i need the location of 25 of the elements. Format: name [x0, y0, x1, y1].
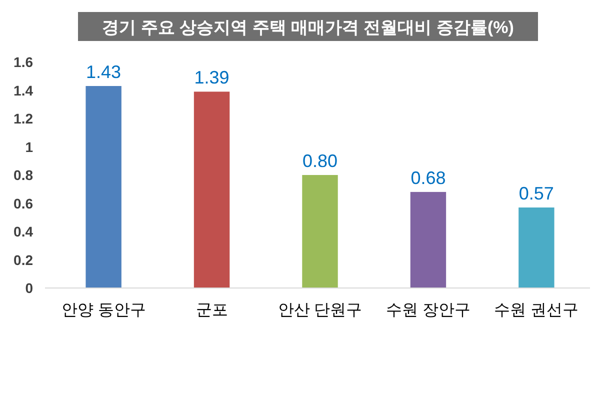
data-label: 1.43	[86, 62, 122, 82]
bar	[86, 86, 122, 288]
bar	[302, 175, 338, 288]
x-tick-label: 수원 권선구	[494, 302, 579, 319]
y-tick-label: 0.8	[14, 167, 34, 183]
y-tick-label: 1	[25, 138, 34, 155]
y-tick-label: 0.6	[14, 195, 34, 212]
x-tick-label: 수원 장안구	[386, 302, 470, 319]
x-tick-label: 안양 동안구	[61, 302, 146, 319]
y-tick-label: 1.2	[14, 110, 34, 126]
bar	[194, 92, 230, 288]
y-tick-label: 1.6	[14, 54, 34, 70]
y-tick-label: 1.4	[14, 82, 34, 98]
x-tick-label: 안산 단원구	[278, 302, 362, 319]
data-label: 1.39	[194, 68, 230, 88]
chart-title: 경기 주요 상승지역 주택 매매가격 전월대비 증감률(%)	[102, 18, 514, 37]
bar	[410, 192, 446, 288]
x-tick-label: 군포	[196, 302, 228, 319]
data-label: 0.80	[302, 151, 338, 171]
y-tick-label: 0	[25, 280, 34, 296]
y-tick-label: 0.2	[14, 252, 34, 268]
bar	[518, 207, 554, 288]
data-label: 0.57	[518, 183, 554, 204]
y-tick-label: 0.4	[14, 224, 34, 240]
data-label: 0.68	[410, 168, 446, 188]
